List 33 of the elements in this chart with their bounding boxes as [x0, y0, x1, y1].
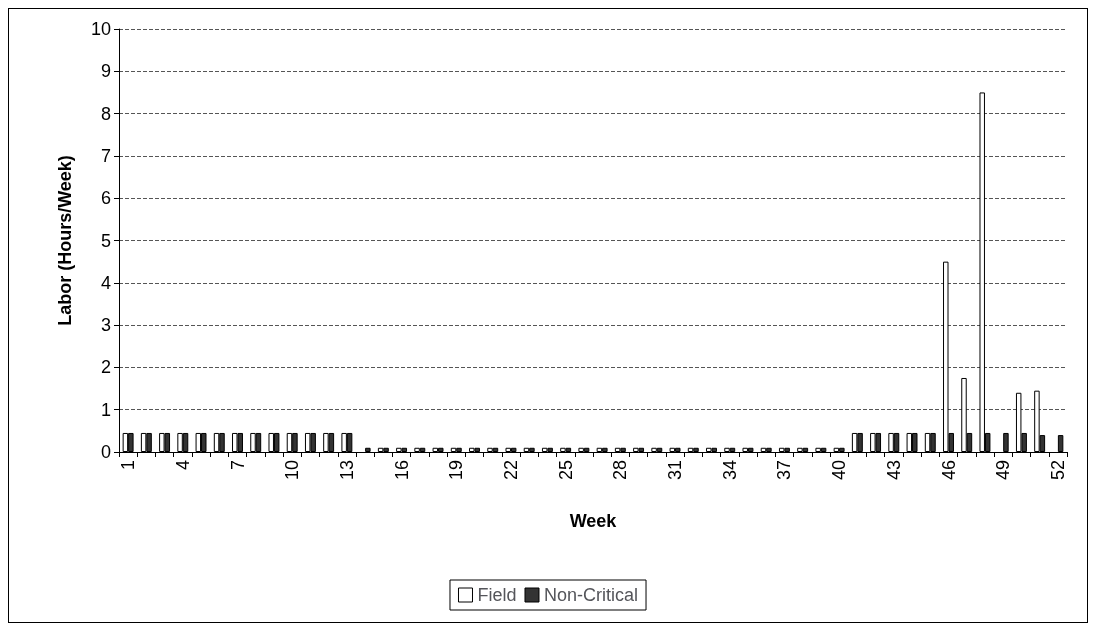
y-tick-label: 4 [100, 272, 111, 293]
legend-label: Non-Critical [544, 585, 639, 605]
y-axis-title: Labor (Hours/Week) [55, 155, 75, 326]
x-tick-label: 22 [500, 460, 521, 481]
x-tick-label: 28 [610, 460, 631, 481]
y-tick-label: 3 [100, 315, 111, 336]
x-tick-label: 4 [172, 460, 193, 471]
x-tick-label: 1 [118, 460, 139, 471]
x-tick-label: 7 [227, 460, 248, 471]
x-tick-label: 10 [282, 460, 303, 481]
x-tick-label: 37 [774, 460, 795, 481]
x-tick-label: 43 [883, 460, 904, 481]
x-tick-label: 40 [829, 460, 850, 481]
x-tick-label: 49 [993, 460, 1014, 481]
x-tick-label: 52 [1047, 460, 1068, 481]
x-tick-label: 19 [446, 460, 467, 481]
y-tick-label: 1 [100, 399, 111, 420]
y-tick-label: 0 [100, 442, 111, 462]
y-tick-label: 5 [100, 230, 111, 251]
x-tick-label: 46 [938, 460, 959, 481]
x-tick-label: 31 [665, 460, 686, 481]
y-tick-label: 10 [90, 19, 111, 39]
y-tick-label: 2 [100, 357, 111, 378]
y-tick-label: 8 [100, 103, 111, 124]
y-tick-label: 6 [100, 188, 111, 209]
x-tick-label: 13 [336, 460, 357, 481]
x-tick-label: 25 [555, 460, 576, 481]
x-tick-label: 34 [719, 460, 740, 481]
x-axis-title: Week [569, 511, 618, 531]
legend-label: Field [477, 585, 517, 605]
x-tick-label: 16 [391, 460, 412, 481]
y-tick-label: 7 [100, 145, 111, 166]
y-tick-label: 9 [100, 61, 111, 82]
